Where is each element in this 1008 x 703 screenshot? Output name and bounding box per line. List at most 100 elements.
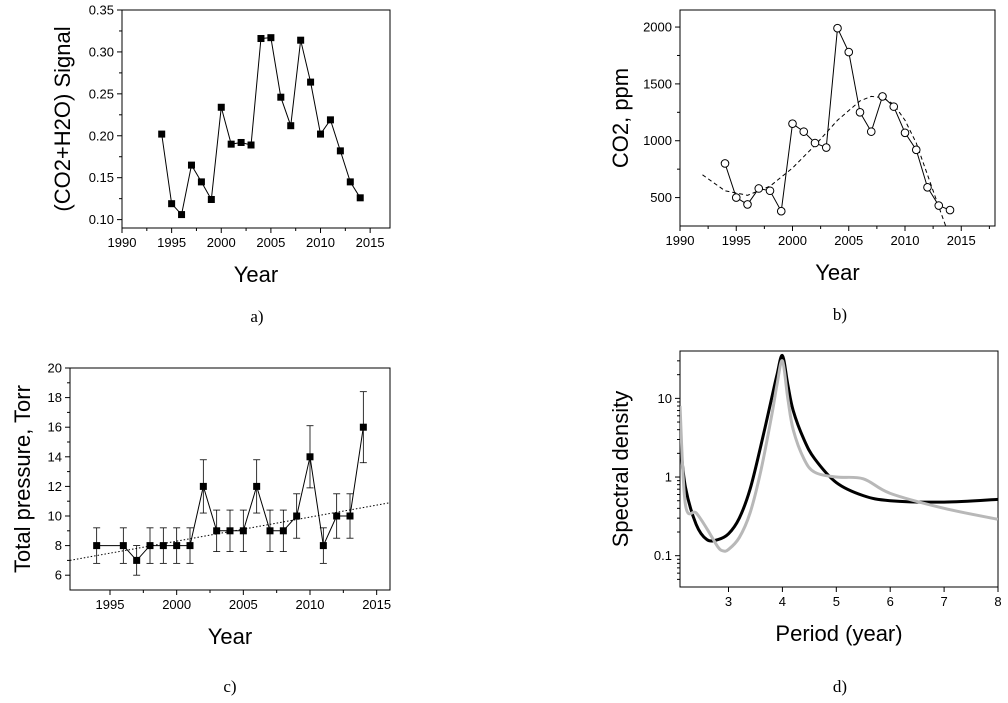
data-point <box>765 186 775 196</box>
y-axis-label: CO2, ppm <box>608 68 633 168</box>
data-point <box>199 482 207 490</box>
x-tick-label: 2010 <box>891 233 920 248</box>
data-point <box>207 195 215 203</box>
x-tick-label: 2010 <box>296 597 325 612</box>
y-tick-label: 0.1 <box>654 548 672 563</box>
x-tick-label: 2000 <box>778 233 807 248</box>
series-line-2 <box>680 359 998 553</box>
x-tick-label: 5 <box>833 594 840 609</box>
data-point <box>237 138 245 146</box>
data-point <box>217 103 225 111</box>
data-point <box>159 542 167 550</box>
data-point <box>173 542 181 550</box>
series-line-2 <box>702 95 947 226</box>
data-point <box>776 206 786 216</box>
plot-frame <box>69 367 391 591</box>
data-point <box>226 527 234 535</box>
series-line-1 <box>161 37 361 216</box>
panel-caption: b) <box>833 305 847 324</box>
panel-caption: d) <box>833 677 847 696</box>
y-tick-label: 0.15 <box>89 170 114 185</box>
y-tick-label: 0.25 <box>89 86 114 101</box>
x-tick-label: 1995 <box>722 233 751 248</box>
chart-panel-3: 1995 2000 2005 2010 2015 6 8 10 12 14 16 18 20 Year To… <box>10 361 391 697</box>
x-axis-label: Period (year) <box>775 621 902 646</box>
y-tick-label: 0.10 <box>89 212 114 227</box>
data-point <box>866 127 876 136</box>
y-tick-label: 6 <box>55 568 62 583</box>
y-tick-label: 0.35 <box>89 3 114 18</box>
data-point <box>93 542 101 550</box>
y-tick-label: 10 <box>658 391 672 406</box>
data-point <box>297 36 305 44</box>
data-point <box>247 141 255 149</box>
x-tick-label: 2000 <box>207 235 236 250</box>
data-point <box>279 527 287 535</box>
data-point <box>911 145 921 155</box>
plot-frame <box>121 9 391 229</box>
x-tick-label: 1990 <box>108 235 137 250</box>
data-point <box>257 35 265 43</box>
data-point <box>799 127 809 136</box>
x-tick-label: 2005 <box>256 235 285 250</box>
data-point <box>855 108 865 117</box>
data-point <box>326 116 334 124</box>
data-point <box>788 119 797 128</box>
plot-frame <box>679 350 999 588</box>
data-point <box>307 78 315 86</box>
y-axis-label: (CO2+H2O) Signal <box>50 26 75 211</box>
x-tick-label: 1995 <box>157 235 186 250</box>
x-tick-label: 8 <box>994 594 1001 609</box>
y-axis-label: Total pressure, Torr <box>10 385 35 573</box>
x-tick-label: 2015 <box>356 235 385 250</box>
y-tick-label: 12 <box>48 479 62 494</box>
data-point <box>213 527 221 535</box>
chart-panel-1: 1990 1995 2000 2005 2010 2015 0.10 0.15 0.20 0.25… <box>50 3 391 326</box>
data-point <box>267 34 275 42</box>
y-tick-label: 20 <box>48 361 62 376</box>
x-axis-label: Year <box>208 624 252 649</box>
data-point <box>356 194 364 202</box>
data-point <box>731 193 741 202</box>
y-tick-label: 1000 <box>643 133 672 148</box>
data-point <box>336 147 344 155</box>
x-tick-label: 7 <box>940 594 947 609</box>
plot-area <box>680 354 998 553</box>
x-axis-label: Year <box>234 262 278 287</box>
data-point <box>133 556 141 564</box>
plot-area <box>161 37 361 216</box>
data-point <box>319 542 327 550</box>
data-point <box>810 138 820 148</box>
plot-area <box>702 26 951 226</box>
y-tick-label: 1500 <box>643 76 672 91</box>
x-tick-label: 2015 <box>947 233 976 248</box>
x-tick-label: 1990 <box>666 233 695 248</box>
x-tick-label: 6 <box>887 594 894 609</box>
x-tick-label: 2010 <box>306 235 335 250</box>
y-tick-label: 0.30 <box>89 44 114 59</box>
data-point <box>821 143 831 152</box>
data-point <box>720 159 730 168</box>
x-tick-label: 2005 <box>834 233 863 248</box>
panel-caption: a) <box>250 307 263 326</box>
data-point <box>253 482 261 490</box>
x-tick-label: 2000 <box>162 597 191 612</box>
y-tick-label: 500 <box>650 190 672 205</box>
data-point <box>346 178 354 186</box>
data-point <box>945 205 955 215</box>
data-point <box>359 423 367 431</box>
data-point <box>287 122 295 130</box>
data-point <box>306 453 314 461</box>
y-tick-label: 0.20 <box>89 128 114 143</box>
x-axis-label: Year <box>815 260 859 285</box>
x-tick-label: 4 <box>779 594 786 609</box>
data-point <box>743 200 752 209</box>
x-tick-label: 2005 <box>229 597 258 612</box>
data-point <box>333 512 341 520</box>
data-point <box>158 130 166 138</box>
data-point <box>146 542 154 550</box>
data-point <box>317 130 325 138</box>
data-point <box>754 184 764 193</box>
data-point <box>346 512 354 520</box>
data-point <box>187 161 195 169</box>
